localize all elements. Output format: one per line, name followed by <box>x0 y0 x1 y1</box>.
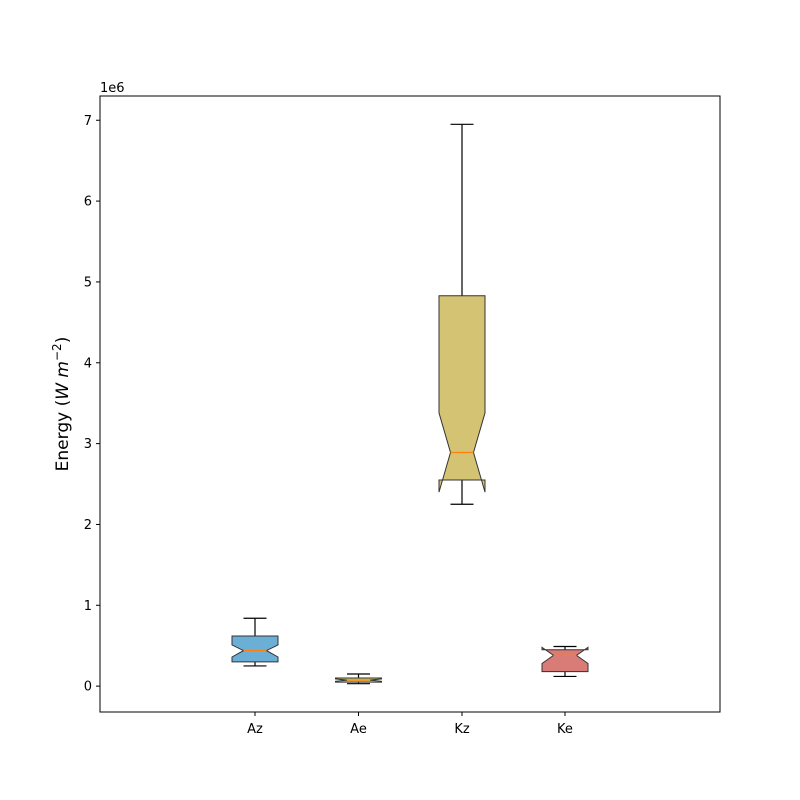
axes-frame <box>99 95 721 713</box>
box-body <box>438 295 486 493</box>
x-axis-ticks: Az Ae Kz Ke <box>247 712 573 737</box>
x-tick-label: Ke <box>557 722 573 737</box>
plot-area <box>231 123 589 685</box>
box-ke <box>541 645 589 678</box>
x-tick-label: Ae <box>350 722 367 737</box>
y-tick-label: 1 <box>84 599 92 614</box>
x-tick-label: Kz <box>454 722 470 737</box>
box-ae <box>335 673 382 685</box>
y-tick-label: 4 <box>84 356 92 371</box>
y-tick-label: 7 <box>84 114 92 129</box>
y-offset-text: 1e6 <box>100 81 125 96</box>
box-body <box>541 646 589 673</box>
y-tick-label: 3 <box>84 437 92 452</box>
x-tick-label: Az <box>247 722 263 737</box>
y-tick-label: 2 <box>84 518 92 533</box>
y-tick-label: 0 <box>84 680 92 695</box>
box-body <box>231 635 279 663</box>
y-tick-label: 6 <box>84 195 92 210</box>
box-az <box>231 617 279 667</box>
y-tick-label: 5 <box>84 275 92 290</box>
box-kz <box>438 123 486 505</box>
y-axis-ticks: 0 1 2 3 4 5 6 7 <box>84 114 100 695</box>
y-axis-label: Energy (W m−2) <box>50 337 73 472</box>
